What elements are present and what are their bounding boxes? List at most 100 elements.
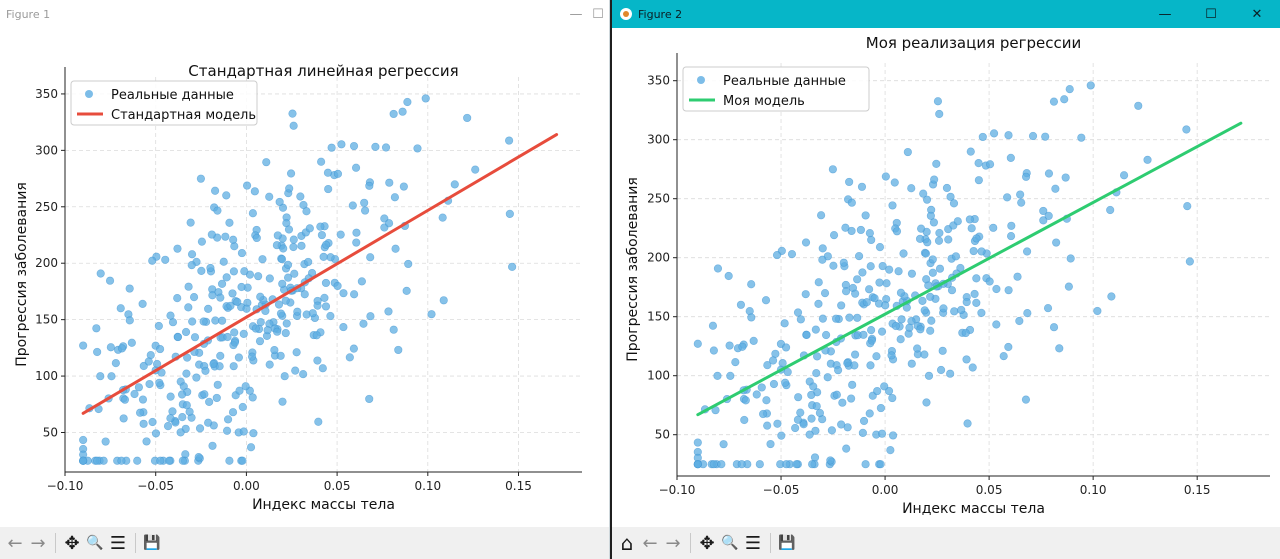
configure-subplots-icon[interactable]: ☰ — [109, 532, 127, 554]
data-point — [829, 261, 838, 270]
data-point — [1049, 323, 1059, 332]
data-point — [805, 430, 814, 439]
data-point — [321, 302, 331, 311]
data-point — [225, 456, 234, 465]
data-point — [223, 332, 232, 342]
y-tick-label: 200 — [35, 256, 58, 270]
y-tick-label: 200 — [647, 251, 670, 265]
zoom-icon[interactable]: 🔍 — [721, 535, 739, 551]
forward-icon[interactable]: → — [665, 532, 681, 554]
data-point — [197, 266, 206, 276]
data-point — [934, 236, 944, 245]
y-tick-label: 150 — [647, 310, 670, 324]
data-point — [317, 230, 327, 240]
save-icon[interactable]: 💾 — [143, 535, 161, 551]
data-point — [111, 359, 120, 368]
maximize-button[interactable]: ☐ — [592, 6, 604, 22]
back-icon[interactable]: ← — [642, 532, 658, 554]
data-point — [1185, 257, 1194, 266]
data-point — [205, 397, 214, 406]
data-point — [867, 235, 876, 245]
data-point — [763, 421, 772, 430]
data-point — [878, 261, 887, 271]
forward-icon[interactable]: → — [30, 532, 46, 554]
data-point — [145, 379, 154, 389]
close-button[interactable]: ✕ — [1251, 6, 1263, 22]
data-point — [850, 350, 860, 359]
data-point — [195, 424, 205, 433]
data-point — [783, 367, 792, 377]
data-point — [288, 109, 297, 118]
configure-subplots-icon[interactable]: ☰ — [744, 532, 762, 554]
data-point — [957, 305, 966, 315]
minimize-button[interactable]: — — [569, 6, 583, 22]
data-point — [93, 347, 102, 357]
data-point — [918, 296, 927, 305]
maximize-button[interactable]: ☐ — [1205, 6, 1217, 22]
data-point — [890, 178, 899, 187]
data-point — [181, 327, 191, 337]
data-point — [229, 362, 238, 371]
data-point — [349, 344, 358, 353]
data-point — [858, 428, 867, 438]
data-point — [279, 244, 288, 253]
data-point — [1134, 101, 1143, 110]
data-point — [285, 184, 294, 193]
x-tick-label: 0.10 — [414, 479, 441, 493]
data-point — [842, 444, 851, 453]
data-point — [921, 249, 931, 258]
data-point — [233, 297, 242, 307]
data-point — [913, 344, 922, 353]
data-point — [693, 339, 702, 348]
data-point — [152, 359, 162, 369]
data-point — [820, 289, 830, 298]
minimize-button[interactable]: — — [1158, 6, 1172, 22]
save-icon[interactable]: 💾 — [778, 535, 796, 551]
data-point — [339, 289, 348, 298]
y-axis-label: Прогрессия заболевания — [625, 177, 641, 362]
data-point — [365, 181, 374, 190]
data-point — [337, 140, 346, 149]
data-point — [747, 313, 756, 322]
data-point — [296, 192, 305, 201]
data-point — [1051, 184, 1060, 193]
back-icon[interactable]: ← — [7, 532, 23, 554]
data-point — [769, 379, 779, 389]
data-point — [947, 286, 957, 295]
x-axis-label: Индекс массы тела — [902, 501, 1045, 517]
data-point — [199, 317, 208, 326]
data-point — [186, 218, 195, 227]
data-point — [867, 336, 876, 345]
data-point — [101, 437, 110, 446]
data-point — [719, 440, 728, 449]
data-point — [148, 417, 157, 427]
data-point — [899, 249, 908, 258]
pan-icon[interactable]: ✥ — [699, 532, 715, 554]
data-point — [892, 227, 902, 236]
data-point — [935, 228, 944, 238]
data-point — [992, 284, 1001, 294]
data-point — [967, 224, 976, 233]
data-point — [116, 304, 125, 313]
data-point — [173, 293, 182, 303]
data-point — [922, 195, 932, 204]
data-point — [229, 235, 238, 244]
data-point — [962, 297, 971, 307]
data-point — [138, 395, 148, 404]
data-point — [747, 280, 756, 289]
data-point — [916, 325, 925, 334]
data-point — [394, 345, 403, 355]
data-point — [853, 313, 862, 322]
figure-2-window: Figure 2 — ☐ ✕ 50 100 150 200 250 300 350 −0.10… — [612, 0, 1280, 559]
zoom-icon[interactable]: 🔍 — [86, 535, 104, 551]
x-tick-label: 0.15 — [1184, 483, 1211, 497]
data-point — [213, 380, 222, 389]
data-point — [293, 307, 302, 316]
data-point — [796, 408, 805, 417]
data-point — [318, 364, 327, 373]
data-point — [950, 307, 959, 316]
data-point — [178, 412, 187, 422]
pan-icon[interactable]: ✥ — [64, 532, 80, 554]
y-tick-label: 300 — [35, 143, 58, 157]
home-icon[interactable]: ⌂ — [620, 531, 634, 555]
